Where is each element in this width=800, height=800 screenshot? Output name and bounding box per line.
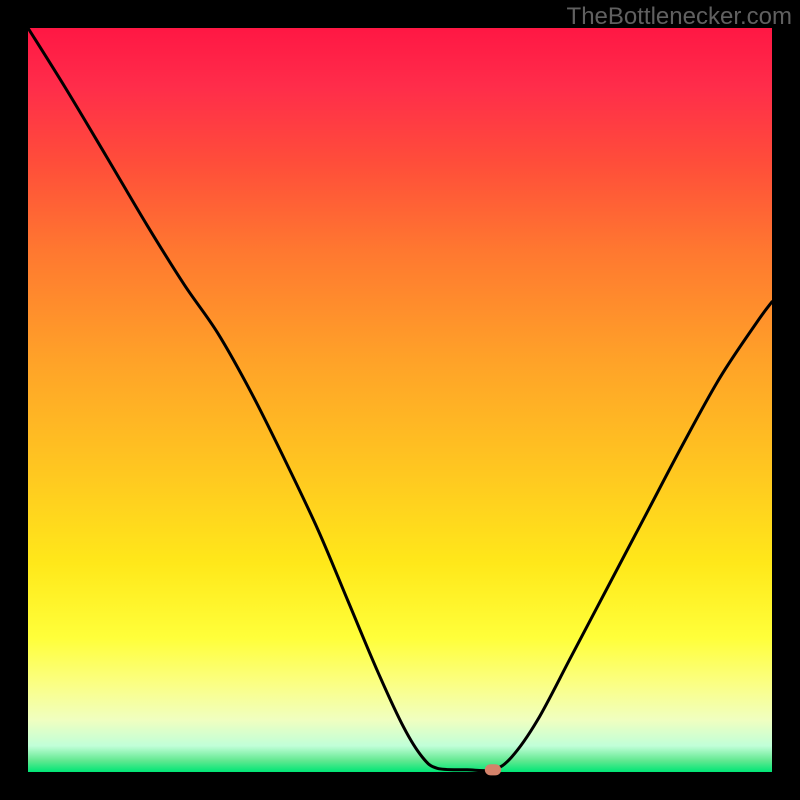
optimal-point-marker <box>485 764 501 775</box>
watermark-text: TheBottlenecker.com <box>567 3 792 31</box>
bottleneck-chart: TheBottlenecker.com <box>0 0 800 800</box>
plot-background <box>28 28 772 772</box>
chart-svg <box>0 0 800 800</box>
